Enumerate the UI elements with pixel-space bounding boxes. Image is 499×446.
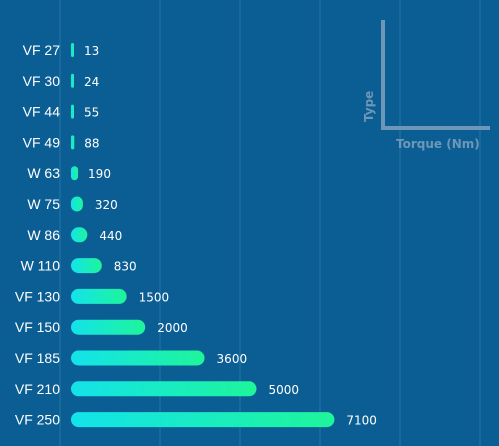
bar [71, 319, 146, 335]
x-axis-label: Torque (Nm) [396, 137, 480, 151]
category-label: VF 130 [15, 288, 60, 304]
bar [71, 350, 205, 366]
bar [71, 412, 335, 428]
bar [71, 166, 79, 181]
bar [71, 196, 83, 212]
bar-row: W 75 320 [27, 196, 117, 212]
category-label: VF 210 [15, 381, 60, 397]
bar-row: VF 185 3600 [15, 350, 247, 366]
category-label: VF 30 [23, 73, 61, 89]
bar [71, 73, 74, 88]
bar-row: W 63 190 [27, 165, 111, 181]
value-label: 7100 [346, 414, 377, 428]
grid-layer [59, 0, 481, 446]
bar [71, 227, 88, 243]
bar-row: VF 30 24 [23, 73, 100, 89]
value-label: 55 [84, 106, 99, 120]
bar-row: VF 150 2000 [15, 319, 188, 335]
bar-row: VF 210 5000 [15, 381, 299, 397]
category-label: W 86 [27, 227, 60, 243]
value-label: 440 [99, 229, 122, 243]
value-label: 5000 [269, 383, 300, 397]
bar-row: W 110 830 [21, 258, 137, 274]
category-label: W 63 [27, 165, 60, 181]
bar [71, 381, 257, 397]
value-label: 830 [114, 260, 137, 274]
bar-row: VF 130 1500 [15, 288, 169, 304]
bar-row: VF 49 88 [23, 134, 100, 150]
category-label: VF 150 [15, 319, 60, 335]
bar [71, 135, 75, 150]
y-axis-label: Type [362, 91, 376, 122]
value-label: 88 [84, 136, 99, 150]
bar [71, 43, 74, 57]
bar [71, 104, 74, 119]
value-label: 24 [84, 75, 99, 89]
value-label: 190 [88, 167, 111, 181]
category-label: VF 250 [15, 412, 60, 428]
category-label: VF 27 [23, 42, 61, 58]
axis-key-lines [381, 20, 490, 130]
bar-row: W 86 440 [27, 227, 122, 243]
value-label: 1500 [139, 290, 170, 304]
value-label: 13 [84, 44, 99, 58]
bars-layer: VF 27 13 VF 30 24 VF 44 55 VF 49 88 W 63 190 W 75 3… [15, 42, 377, 428]
bar-row: VF 27 13 [23, 42, 100, 58]
category-label: W 75 [27, 196, 60, 212]
bar [71, 288, 127, 304]
category-label: VF 44 [23, 104, 61, 120]
value-label: 3600 [217, 352, 248, 366]
value-label: 2000 [157, 321, 188, 335]
bar [71, 258, 102, 274]
axis-key: Type Torque (Nm) [362, 20, 490, 151]
category-label: VF 185 [15, 350, 60, 366]
bar-row: VF 250 7100 [15, 412, 377, 428]
category-label: VF 49 [23, 134, 61, 150]
category-label: W 110 [21, 258, 61, 274]
value-label: 320 [95, 198, 118, 212]
bar-row: VF 44 55 [23, 104, 100, 120]
